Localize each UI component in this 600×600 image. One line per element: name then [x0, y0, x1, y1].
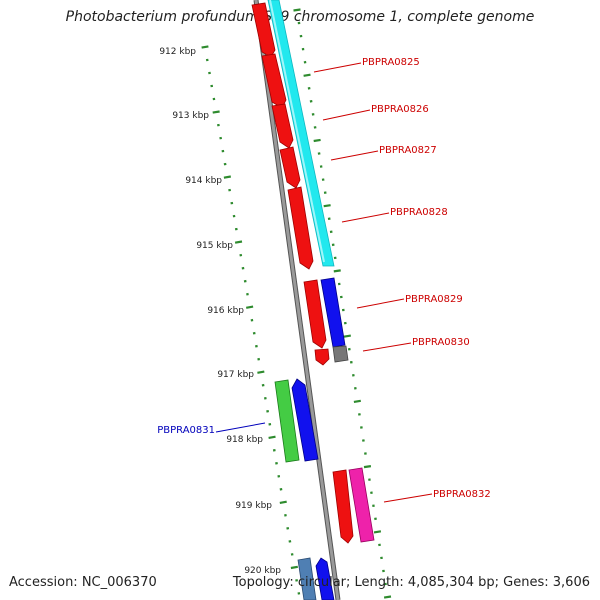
major-tick: [201, 45, 209, 49]
callout-line: [356, 298, 405, 309]
gene-callouts: PBPRA0825 PBPRA0826 PBPRA0827 PBPRA0828 …: [157, 57, 491, 503]
major-tick: [313, 138, 321, 143]
major-tick: [353, 399, 361, 403]
blue-feature: [320, 277, 346, 348]
gene-label-PBPRA0825[interactable]: PBPRA0825: [362, 57, 420, 68]
kbp-label: 914 kbp: [185, 176, 222, 186]
genome-summary-text: Topology: circular; Length: 4,085,304 bp…: [232, 575, 590, 590]
gene-label-PBPRA0828[interactable]: PBPRA0828: [390, 207, 448, 218]
major-tick: [223, 175, 231, 179]
callout-line: [383, 493, 433, 503]
gene-label-PBPRA0829[interactable]: PBPRA0829: [405, 294, 463, 305]
cds-arrow: [314, 348, 330, 366]
inner-tick-track: [201, 45, 301, 595]
major-tick: [246, 305, 254, 309]
major-tick: [373, 530, 382, 534]
cds-arrow: [251, 2, 276, 58]
major-tick: [279, 500, 287, 504]
kbp-label: 912 kbp: [159, 47, 196, 57]
callout-line: [341, 212, 390, 223]
map-title: Photobacterium profundum SS9 chromosome …: [65, 9, 535, 25]
kbp-label: 915 kbp: [196, 241, 233, 251]
major-tick: [293, 8, 301, 12]
magenta-feature: [348, 467, 375, 543]
callout-line: [330, 150, 379, 161]
steelblue-feature: [297, 557, 317, 600]
cds-arrow: [303, 279, 327, 349]
kbp-label: 919 kbp: [235, 501, 272, 511]
cyan-feature-shine: [269, 0, 325, 263]
gene-label-PBPRA0832[interactable]: PBPRA0832: [433, 489, 491, 500]
minor-tick: [239, 253, 243, 257]
cds-arrow: [332, 469, 354, 544]
gray-feature: [332, 345, 349, 363]
gene-label-PBPRA0830[interactable]: PBPRA0830: [412, 337, 470, 348]
callout-line: [322, 109, 371, 121]
accession-text: Accession: NC_006370: [9, 575, 157, 590]
major-tick: [257, 370, 265, 374]
kbp-scale: 912 kbp 913 kbp 914 kbp 915 kbp 916 kbp …: [159, 47, 281, 576]
major-tick: [268, 435, 276, 439]
genome-backbone-highlight: [254, 0, 340, 600]
cds-arrow: [287, 186, 314, 270]
kbp-label: 918 kbp: [226, 435, 263, 445]
major-tick: [212, 110, 220, 114]
forward-cds-group: [251, 2, 354, 544]
kbp-label: 913 kbp: [172, 111, 209, 121]
gene-label-PBPRA0827[interactable]: PBPRA0827: [379, 145, 437, 156]
major-tick: [343, 334, 351, 338]
major-tick: [234, 240, 243, 244]
kbp-label: 916 kbp: [207, 306, 244, 316]
major-tick: [323, 204, 331, 208]
kbp-label: 917 kbp: [217, 370, 254, 380]
reverse-blue-arrow: [291, 378, 319, 462]
major-tick: [303, 73, 311, 77]
cds-arrow: [271, 103, 294, 149]
callout-line: [215, 422, 266, 433]
gene-label-PBPRA0831[interactable]: PBPRA0831: [157, 425, 215, 436]
kbp-label: 920 kbp: [244, 566, 281, 576]
major-tick: [333, 269, 341, 273]
callout-line: [313, 62, 362, 73]
callout-line: [362, 342, 412, 352]
green-feature: [274, 379, 300, 463]
cds-arrow: [279, 146, 301, 189]
major-tick: [290, 565, 298, 570]
major-tick: [363, 465, 372, 469]
major-tick: [383, 595, 392, 599]
bottom-blue-feature: [315, 557, 335, 600]
outer-tick-track: [293, 8, 392, 599]
gene-label-PBPRA0826[interactable]: PBPRA0826: [371, 104, 429, 115]
minor-tick: [286, 527, 290, 530]
